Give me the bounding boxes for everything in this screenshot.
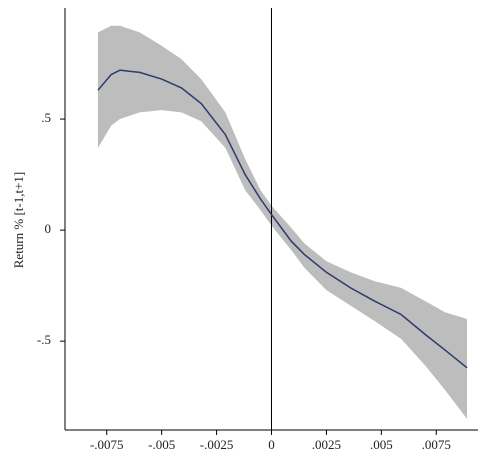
x-tick-label: .005 [370,437,393,451]
confidence-band [97,25,468,419]
x-tick-label: .0025 [312,437,341,451]
y-tick-label: -.5 [37,332,51,347]
x-tick-label: -.0075 [90,437,124,451]
y-tick-label: .5 [41,110,51,125]
y-tick-label: 0 [45,221,52,236]
x-tick-label: .0075 [422,437,451,451]
line [97,69,468,369]
x-tick-label: -.0025 [200,437,234,451]
x-tick-label: 0 [268,437,275,451]
y-axis-label: Return % [t-1,t+1] [11,172,26,269]
x-tick-label: -.005 [148,437,175,451]
